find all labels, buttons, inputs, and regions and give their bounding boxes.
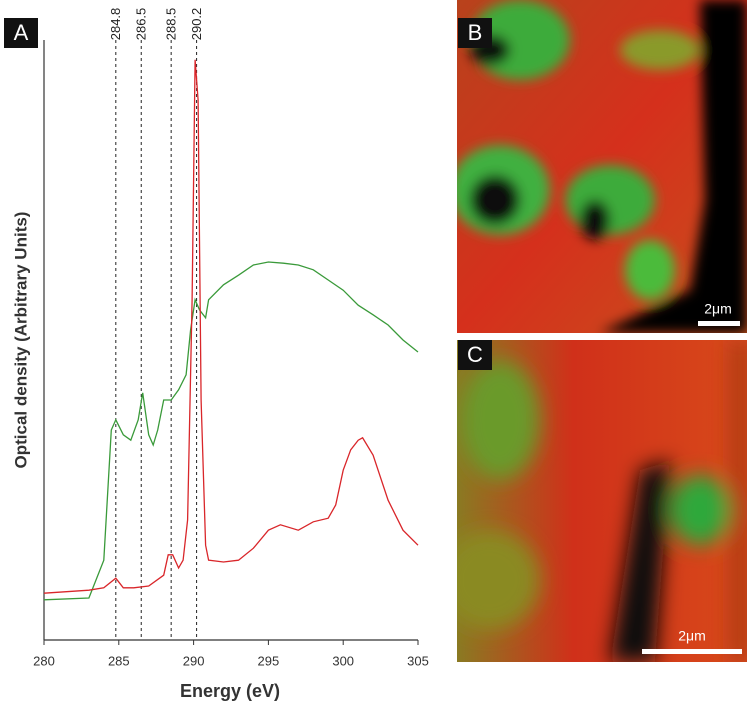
x-tick-label: 295 (258, 653, 280, 668)
image-b (457, 0, 747, 333)
x-tick-label: 305 (407, 653, 429, 668)
scale-bar (642, 649, 742, 654)
x-tick-label: 290 (183, 653, 205, 668)
x-axis-title: Energy (eV) (180, 681, 280, 701)
reference-label: 286.5 (134, 8, 149, 41)
series-line (43, 261, 419, 601)
x-tick-label: 300 (332, 653, 354, 668)
panel-label: C (467, 342, 483, 367)
series-line (43, 59, 419, 594)
scale-bar-label: 2μm (704, 301, 732, 317)
panel-label-box (458, 18, 492, 48)
x-tick-label: 280 (33, 653, 55, 668)
scale-bar-label: 2μm (678, 628, 706, 644)
x-tick-label: 285 (108, 653, 130, 668)
reference-label: 288.5 (164, 8, 179, 41)
panel-label: B (468, 20, 483, 45)
reference-label: 290.2 (189, 8, 204, 41)
image-c (457, 340, 747, 662)
panel-label: A (14, 20, 29, 45)
panel-label-box (458, 340, 492, 370)
reference-label: 284.8 (108, 8, 123, 41)
y-axis-title: Optical density (Arbitrary Units) (11, 212, 30, 469)
panel-label-box (4, 18, 38, 48)
scale-bar (698, 321, 740, 326)
